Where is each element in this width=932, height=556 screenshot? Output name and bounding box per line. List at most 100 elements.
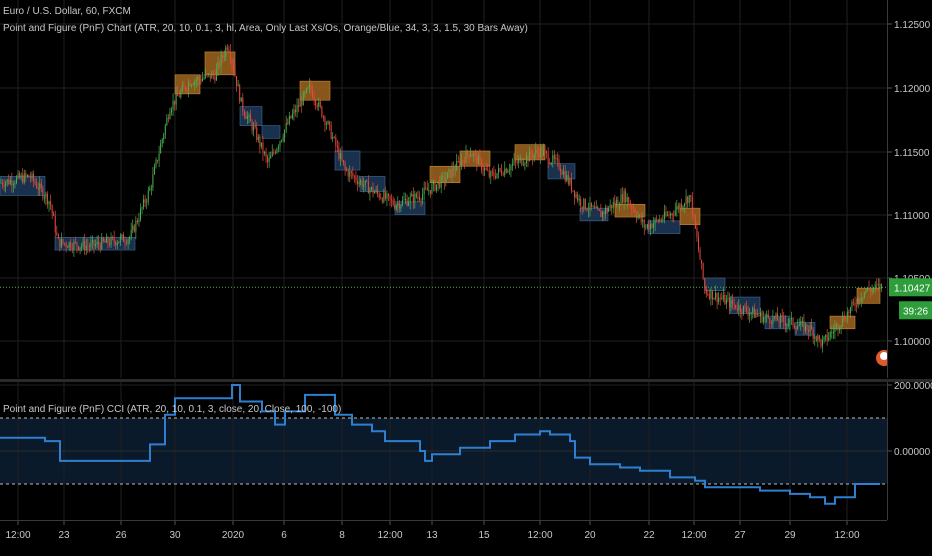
candle-body — [692, 197, 693, 215]
candle-body — [599, 209, 600, 211]
candle-body — [207, 74, 208, 75]
candle-body — [855, 303, 856, 306]
candle-body — [104, 241, 105, 242]
candle-body — [315, 100, 316, 105]
candle-body — [777, 314, 778, 321]
candle-body — [603, 212, 604, 214]
time-tick-label: 15 — [478, 530, 490, 541]
candle-body — [196, 80, 197, 81]
price-chart-pane[interactable]: Euro / U.S. Dollar, 60, FXCM Point and F… — [0, 0, 887, 378]
candle-body — [236, 76, 237, 86]
candle-body — [278, 146, 279, 148]
candle-body — [873, 288, 874, 289]
candle-body — [149, 188, 150, 190]
candle-body — [283, 138, 284, 140]
candle-body — [383, 192, 384, 202]
candle-body — [42, 188, 43, 198]
candle-body — [501, 170, 502, 174]
candle-body — [464, 160, 465, 162]
candle-body — [72, 248, 73, 249]
candle-body — [342, 153, 343, 160]
candle-body — [146, 201, 147, 202]
cci-chart-svg[interactable] — [0, 382, 887, 520]
candle-body — [1, 183, 2, 184]
candle-body — [83, 241, 84, 246]
candle-body — [800, 321, 801, 325]
osc-indicator-legend[interactable]: Point and Figure (PnF) CCI (ATR, 20, 10,… — [3, 404, 341, 415]
candle-body — [187, 90, 188, 91]
candle-body — [639, 215, 640, 216]
candle-body — [755, 314, 756, 318]
candle-body — [357, 181, 358, 184]
pnf-boxes — [0, 52, 880, 335]
candle-body — [7, 179, 8, 182]
candle-body — [388, 194, 389, 196]
candle-body — [543, 151, 544, 156]
candle-body — [58, 235, 59, 239]
candle-body — [13, 184, 14, 185]
candle-body — [794, 326, 795, 328]
candle-body — [596, 207, 597, 208]
candle-body — [41, 183, 42, 187]
candle-body — [53, 213, 54, 216]
candle-body — [624, 191, 625, 203]
candle-body — [284, 130, 285, 138]
candle-body — [715, 293, 716, 298]
candle-body — [633, 209, 634, 210]
candle-body — [661, 219, 662, 220]
price-chart-svg[interactable] — [0, 0, 887, 378]
cci-axis[interactable]: 200.000000.00000 — [887, 382, 932, 520]
candle-body — [190, 83, 191, 86]
main-indicator-legend[interactable]: Point and Figure (PnF) Chart (ATR, 20, 1… — [3, 23, 528, 34]
candle-body — [148, 191, 149, 202]
candle-body — [244, 111, 245, 115]
candle-body — [597, 207, 598, 210]
candle-body — [249, 115, 250, 116]
candle-body — [303, 93, 304, 106]
candle-body — [407, 199, 408, 205]
candle-body — [64, 243, 65, 244]
candle-body — [436, 184, 437, 190]
candle-body — [368, 181, 369, 193]
candle-body — [408, 202, 409, 205]
candle-body — [95, 244, 96, 246]
candle-body — [258, 137, 259, 140]
candle-body — [548, 153, 549, 163]
candle-body — [493, 172, 494, 176]
candle-body — [154, 167, 155, 175]
candle-body — [696, 228, 697, 237]
candle-body — [317, 105, 318, 107]
cci-pane[interactable]: Point and Figure (PnF) CCI (ATR, 20, 10,… — [0, 382, 887, 520]
price-grid — [0, 0, 887, 378]
candle-body — [287, 123, 288, 124]
candle-body — [839, 328, 840, 330]
candle-body — [576, 195, 577, 198]
candle-body — [441, 176, 442, 188]
symbol-title[interactable]: Euro / U.S. Dollar, 60, FXCM — [3, 6, 131, 17]
candle-body — [56, 232, 57, 234]
candle-body — [472, 155, 473, 156]
candle-body — [762, 312, 763, 321]
candle-body — [665, 212, 666, 216]
candle-body — [241, 97, 242, 101]
candle-body — [225, 48, 226, 57]
candle-body — [377, 190, 378, 193]
candle-body — [662, 219, 663, 220]
price-tick-label: 1.12500 — [894, 20, 931, 31]
candle-body — [653, 224, 654, 228]
candle-body — [231, 60, 232, 64]
candle-body — [614, 202, 615, 205]
candle-body — [174, 101, 175, 105]
candle-body — [473, 154, 474, 156]
price-axis[interactable]: 1.125001.120001.115001.110001.105001.100… — [887, 0, 932, 378]
candle-body — [605, 208, 606, 214]
candle-body — [340, 153, 341, 158]
candle-body — [194, 81, 195, 85]
candle-body — [563, 171, 564, 174]
candle-body — [188, 83, 189, 90]
candle-body — [452, 168, 453, 177]
candle-body — [267, 157, 268, 162]
candle-body — [572, 190, 573, 191]
candle-body — [845, 320, 846, 321]
